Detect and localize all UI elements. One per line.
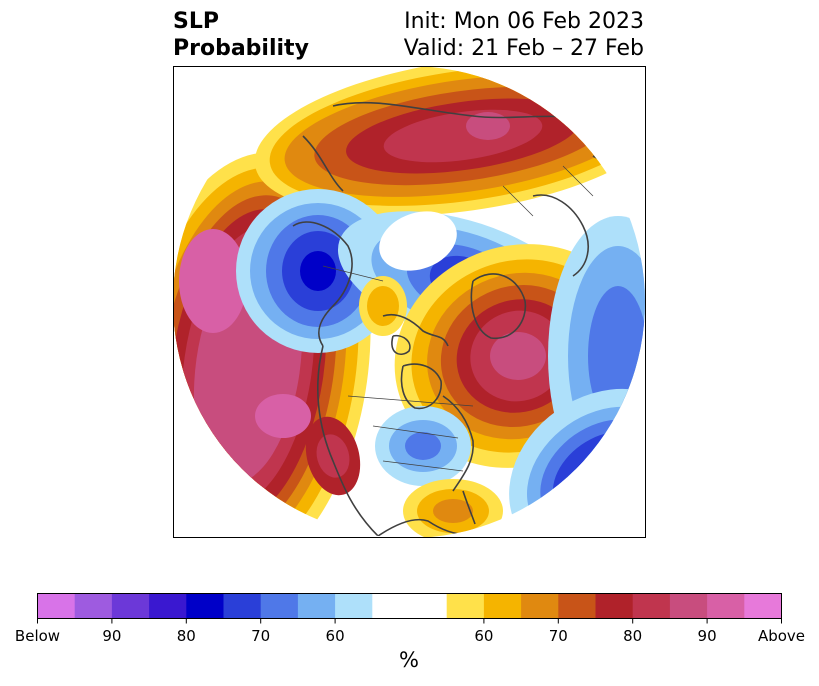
border-segment bbox=[322, 265, 384, 282]
us-low-anomaly bbox=[405, 432, 441, 460]
colorbar-tick-label: 90 bbox=[102, 627, 122, 645]
colorbar-tick-label: 80 bbox=[623, 627, 643, 645]
eurasia-low-anomaly bbox=[300, 251, 336, 291]
colorbar-border bbox=[37, 593, 782, 619]
colorbar-tick-label: 70 bbox=[251, 627, 271, 645]
probability-map bbox=[173, 66, 646, 538]
coastline-segment bbox=[400, 363, 442, 410]
colorbar-cell bbox=[37, 593, 76, 619]
valid-range: Valid: 21 Feb – 27 Feb bbox=[403, 36, 644, 61]
colorbar-cell bbox=[595, 593, 634, 619]
colorbar-cell bbox=[297, 593, 336, 619]
colorbar-cell bbox=[446, 593, 485, 619]
colorbar-cell bbox=[186, 593, 224, 619]
colorbar-tick-label: Above bbox=[757, 627, 806, 645]
colorbar-unit: % bbox=[399, 648, 419, 672]
coastline-segment bbox=[317, 345, 379, 537]
border-segment bbox=[382, 460, 464, 472]
colorbar-tick-label: 80 bbox=[176, 627, 196, 645]
colorbar-cell bbox=[409, 593, 448, 619]
probability-field bbox=[173, 66, 645, 538]
bering-high-anomaly bbox=[367, 286, 399, 326]
coastline-segment bbox=[292, 221, 353, 347]
coastline-segment bbox=[382, 313, 449, 347]
colorbar-cell bbox=[483, 593, 522, 619]
colorbar-tick-label: 60 bbox=[325, 627, 345, 645]
coastline-segment bbox=[462, 490, 476, 525]
title-right: Init: Mon 06 Feb 2023 Valid: 21 Feb – 27… bbox=[404, 8, 644, 62]
colorbar-cell bbox=[632, 593, 671, 619]
coastline-segment bbox=[442, 395, 474, 492]
colorbar-tick-label: Below bbox=[14, 627, 61, 645]
title-left: SLP Probability bbox=[173, 8, 309, 62]
colorbar-cell bbox=[260, 593, 299, 619]
colorbar-cell bbox=[521, 593, 559, 619]
init-date: Init: Mon 06 Feb 2023 bbox=[404, 9, 644, 34]
colorbar-cell bbox=[335, 593, 373, 619]
colorbar-tick-label: 60 bbox=[474, 627, 494, 645]
colorbar-cell bbox=[372, 593, 410, 619]
colorbar-cell bbox=[558, 593, 596, 619]
border-segment bbox=[372, 425, 459, 439]
coastline-segment bbox=[470, 273, 527, 339]
southwest-high-anomaly bbox=[316, 434, 350, 478]
title-variable: SLP bbox=[173, 9, 219, 34]
colorbar-cell bbox=[707, 593, 745, 619]
colorbar-cell bbox=[669, 593, 708, 619]
colorbar-cell bbox=[149, 593, 187, 619]
pacific-high-core-south bbox=[255, 394, 311, 438]
coastline-segment bbox=[302, 135, 344, 192]
coastline-segment bbox=[532, 194, 589, 277]
border-segment bbox=[502, 185, 534, 217]
coastline-segment bbox=[391, 334, 411, 355]
colorbar-cell bbox=[744, 593, 782, 619]
south-high-anomaly bbox=[433, 499, 473, 523]
colorbar-cell bbox=[111, 593, 150, 619]
border-segment bbox=[562, 165, 594, 197]
colorbar-tick-label: 70 bbox=[548, 627, 568, 645]
neutral-arctic bbox=[379, 211, 457, 271]
border-segment bbox=[347, 395, 474, 407]
title-type: Probability bbox=[173, 36, 309, 61]
colorbar bbox=[37, 593, 782, 624]
colorbar-cell bbox=[74, 593, 113, 619]
siberia-core bbox=[466, 112, 510, 140]
pacific-high-core-north bbox=[179, 229, 247, 333]
atlantic-high-anomaly bbox=[490, 332, 546, 380]
colorbar-tick-label: 90 bbox=[697, 627, 717, 645]
map-border bbox=[173, 66, 646, 538]
colorbar-cell bbox=[223, 593, 262, 619]
